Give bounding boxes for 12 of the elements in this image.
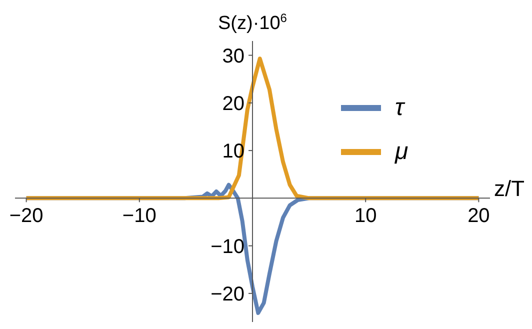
y-tick-label: −20 (210, 283, 244, 306)
y-tick-label: 20 (222, 92, 244, 115)
y-axis-title: S(z)·10$^{6}$ (218, 11, 288, 34)
x-tick-label: 20 (468, 205, 490, 228)
x-tick-label: 10 (354, 205, 377, 228)
legend-label: μ (395, 138, 408, 166)
y-tick-label: −10 (210, 236, 244, 258)
y-tick-label: 30 (222, 45, 244, 68)
x-tick-label: −20 (9, 205, 44, 228)
x-axis-title: z/T (494, 176, 525, 202)
x-tick-label: −10 (122, 205, 156, 228)
legend-label: τ (395, 94, 404, 122)
